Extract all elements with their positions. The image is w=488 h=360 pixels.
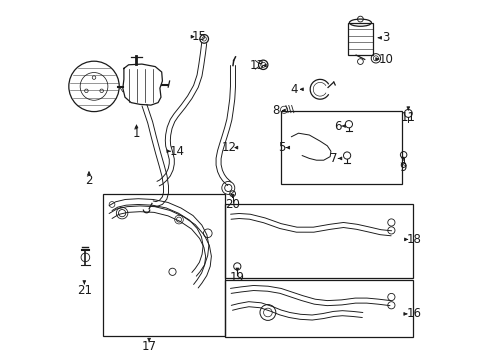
Text: 9: 9 xyxy=(398,161,406,174)
Text: 13: 13 xyxy=(249,59,264,72)
Bar xyxy=(224,280,412,337)
Polygon shape xyxy=(122,64,162,105)
Text: 16: 16 xyxy=(406,307,420,320)
Text: 10: 10 xyxy=(377,53,392,66)
Text: 20: 20 xyxy=(224,198,240,211)
Text: 1: 1 xyxy=(132,127,140,140)
Text: 2: 2 xyxy=(85,174,93,186)
Bar xyxy=(103,194,224,336)
Bar xyxy=(347,23,372,55)
Text: 3: 3 xyxy=(381,31,388,44)
Text: 21: 21 xyxy=(77,284,92,297)
Text: 8: 8 xyxy=(272,104,279,117)
Bar xyxy=(280,111,401,184)
Text: 15: 15 xyxy=(192,30,206,43)
Text: 7: 7 xyxy=(329,152,337,165)
Text: 4: 4 xyxy=(290,83,297,96)
Text: 14: 14 xyxy=(169,145,184,158)
Text: 17: 17 xyxy=(142,340,156,353)
Text: 12: 12 xyxy=(222,141,236,154)
Bar xyxy=(224,204,412,278)
Text: 11: 11 xyxy=(400,111,415,124)
Text: 5: 5 xyxy=(277,141,285,154)
Text: 6: 6 xyxy=(333,120,341,132)
Text: 18: 18 xyxy=(406,233,421,246)
Text: 19: 19 xyxy=(229,271,244,284)
